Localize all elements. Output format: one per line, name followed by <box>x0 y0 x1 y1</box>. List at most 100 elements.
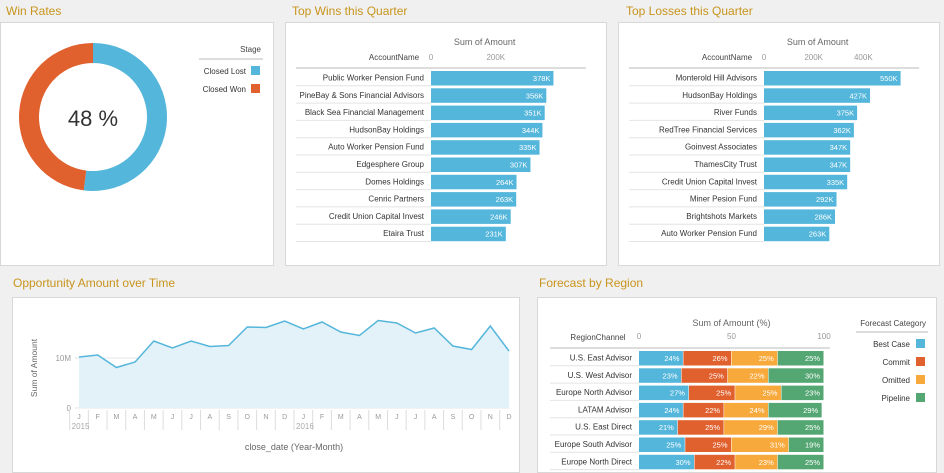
segment-value-label: 24% <box>664 406 679 415</box>
stacked-bar-segment <box>777 351 824 366</box>
segment-value-label: 21% <box>659 423 674 432</box>
x-axis-title: Sum of Amount <box>787 37 849 47</box>
forecast-panel: Sum of Amount (%) RegionChannel 0 50 100 U.S.… <box>537 297 937 473</box>
stacked-bar-segment <box>639 437 685 452</box>
opp-amount-panel: 0 10M J F M A M J J A S O N D J F M A M J J A S O N D 2015 2016 clos… <box>12 297 520 473</box>
stacked-bar-segment <box>694 454 735 470</box>
bar <box>764 140 851 155</box>
x-year-label: 2015 <box>72 422 90 431</box>
top-wins-chart: Sum of Amount AccountName 0 200K Public Work… <box>296 37 586 242</box>
segment-value-label: 23% <box>759 458 774 467</box>
win-rates-chart: 48 % Stage Closed Lost Closed Won <box>18 43 263 191</box>
x-tick-label: J <box>77 414 81 421</box>
bar <box>764 157 851 172</box>
stacked-bar-segment <box>639 402 683 418</box>
stacked-bar-segment <box>727 368 768 383</box>
category-label: RedTree Financial Services <box>659 125 757 134</box>
x-tick-label: O <box>245 414 251 421</box>
bar-value-label: 292K <box>816 195 834 204</box>
stacked-bar-segment <box>788 437 824 452</box>
x-tick-label: 0 <box>762 53 767 62</box>
bar-value-label: 427K <box>850 91 868 100</box>
x-tick-label: F <box>320 414 324 421</box>
legend-label: Closed Lost <box>204 67 247 76</box>
bar <box>764 226 830 242</box>
category-label: Europe North Direct <box>561 457 632 466</box>
stacked-bar-segment <box>735 385 781 401</box>
segment-value-label: 25% <box>762 389 777 398</box>
bar-value-label: 378K <box>533 74 551 83</box>
bar <box>764 174 848 190</box>
stacked-bar-segment <box>735 454 778 470</box>
legend-title: Stage <box>240 45 261 54</box>
segment-value-label: 29% <box>803 406 818 415</box>
stacked-bar-segment <box>639 368 682 383</box>
segment-value-label: 25% <box>805 423 820 432</box>
category-label: Auto Worker Pension Fund <box>661 229 757 238</box>
bar <box>764 71 901 86</box>
stacked-bar-segment <box>688 385 735 401</box>
category-label: Brightshots Markets <box>686 212 757 221</box>
x-tick-label: J <box>189 414 193 421</box>
category-label: River Funds <box>714 108 757 117</box>
legend-label: Omitted <box>882 376 910 385</box>
x-tick-label: 0 <box>429 53 434 62</box>
win-rates-title: Win Rates <box>6 4 62 18</box>
category-label: PineBay & Sons Financial Advisors <box>299 91 424 100</box>
x-tick-label: F <box>96 414 100 421</box>
x-tick-label: 0 <box>637 332 642 341</box>
x-tick-label: O <box>469 414 475 421</box>
category-label: Edgesphere Group <box>356 160 424 169</box>
bar-value-label: 264K <box>496 178 514 187</box>
segment-value-label: 27% <box>670 389 685 398</box>
stacked-bar-segment <box>639 385 689 401</box>
category-label: Europe North Advisor <box>556 388 632 397</box>
bar <box>431 71 554 86</box>
stacked-bar-segment <box>724 402 768 418</box>
category-label: Etaira Trust <box>383 229 425 238</box>
segment-value-label: 29% <box>759 423 774 432</box>
top-losses-title: Top Losses this Quarter <box>626 4 753 18</box>
segment-value-label: 25% <box>709 371 724 380</box>
x-tick-label: M <box>338 414 344 421</box>
legend-label: Best Case <box>873 340 910 349</box>
x-tick-label: A <box>208 414 213 421</box>
bar <box>764 88 871 103</box>
win-rates-panel: 48 % Stage Closed Lost Closed Won <box>0 22 274 266</box>
segment-value-label: 19% <box>805 441 820 450</box>
donut-center-label: 48 % <box>68 106 118 131</box>
segment-value-label: 26% <box>712 354 727 363</box>
bar-value-label: 263K <box>809 230 827 239</box>
legend-label: Pipeline <box>882 394 911 403</box>
x-tick-label: M <box>375 414 381 421</box>
area-line <box>78 319 510 369</box>
x-tick-label: D <box>282 414 287 421</box>
x-tick-label: 50 <box>727 332 736 341</box>
legend-label: Commit <box>882 358 910 367</box>
segment-value-label: 25% <box>805 458 820 467</box>
y-axis-title: Sum of Amount <box>29 338 39 397</box>
bar <box>431 226 506 242</box>
legend-swatch <box>251 66 260 75</box>
category-label: Miner Pesion Fund <box>690 195 757 204</box>
bar-value-label: 344K <box>522 126 540 135</box>
category-label: LATAM Advisor <box>578 405 632 414</box>
bar-value-label: 550K <box>880 74 898 83</box>
stacked-bar-segment <box>781 385 824 401</box>
x-tick-label: J <box>171 414 175 421</box>
segment-value-label: 30% <box>675 458 690 467</box>
x-tick-label: J <box>414 414 418 421</box>
segment-value-label: 22% <box>716 458 731 467</box>
segment-value-label: 25% <box>705 423 720 432</box>
y-axis-title: RegionChannel <box>570 333 625 342</box>
bar <box>764 192 837 207</box>
bar <box>431 140 540 155</box>
stacked-bar-segment <box>724 420 778 435</box>
legend-swatch <box>916 339 925 348</box>
stacked-bar-segment <box>639 454 694 470</box>
category-label: HudsonBay Holdings <box>349 125 424 134</box>
x-tick-label: D <box>506 414 511 421</box>
stacked-bar-segment <box>777 454 824 470</box>
top-losses-panel: Sum of Amount AccountName 0 200K 400K Montero… <box>618 22 940 266</box>
category-label: Europe South Advisor <box>555 440 633 449</box>
